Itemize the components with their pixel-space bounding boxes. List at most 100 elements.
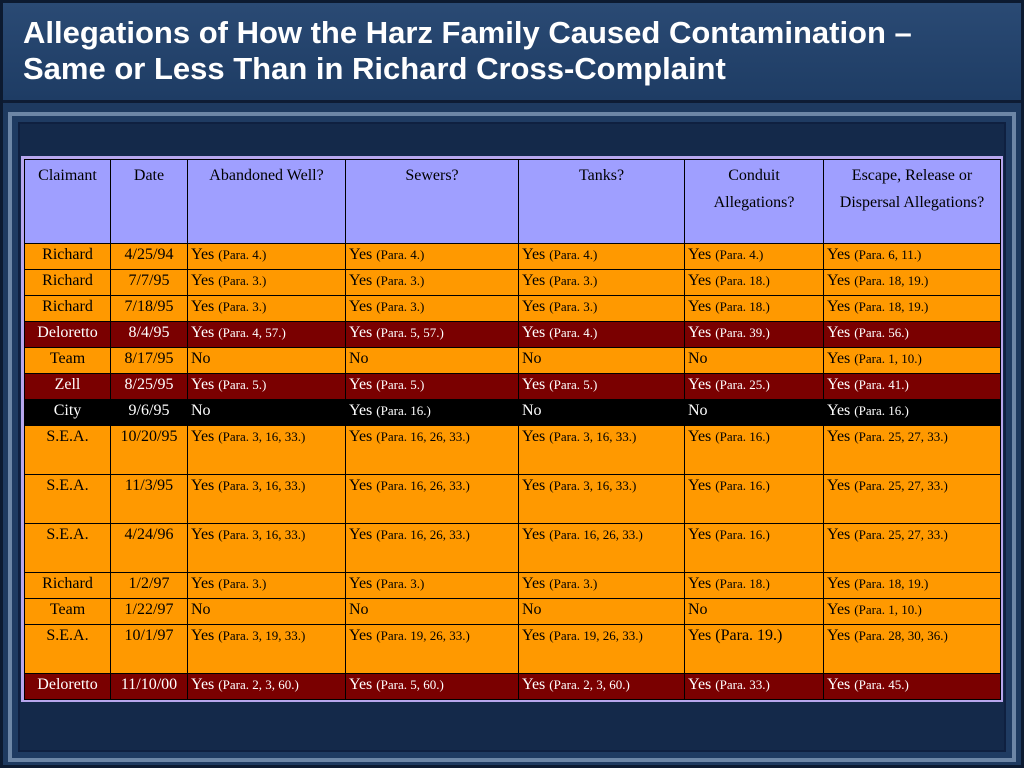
header-sewers: Sewers? bbox=[345, 159, 519, 244]
conduit-cell: Yes (Para. 33.) bbox=[684, 673, 824, 700]
answer: No bbox=[522, 402, 542, 419]
answer: No bbox=[688, 402, 708, 419]
date-cell: 4/24/96 bbox=[110, 523, 188, 573]
para-ref: (Para. 5, 57.) bbox=[376, 325, 444, 340]
table-row: Team 8/17/95 No No No No Yes (Para. 1, 1… bbox=[24, 347, 1001, 374]
date-cell: 7/7/95 bbox=[110, 269, 188, 296]
para-ref: (Para. 18, 19.) bbox=[854, 576, 929, 591]
para-ref: (Para. 4.) bbox=[218, 247, 267, 262]
para-ref: (Para. 25.) bbox=[715, 377, 770, 392]
para-ref: (Para. 1, 10.) bbox=[854, 602, 922, 617]
sewers-cell: No bbox=[345, 347, 519, 374]
conduit-cell: No bbox=[684, 347, 824, 374]
claimant-cell: Richard bbox=[24, 269, 111, 296]
claimant-cell: Richard bbox=[24, 572, 111, 599]
sewers-cell: Yes (Para. 16, 26, 33.) bbox=[345, 474, 519, 524]
para-ref: (Para. 5.) bbox=[549, 377, 598, 392]
tanks-cell: Yes (Para. 4.) bbox=[518, 243, 685, 270]
sewers-cell: Yes (Para. 3.) bbox=[345, 572, 519, 599]
header-date: Date bbox=[110, 159, 188, 244]
para-ref: (Para. 6, 11.) bbox=[854, 247, 922, 262]
para-ref: (Para. 3.) bbox=[549, 299, 598, 314]
abandoned-well-cell: Yes (Para. 5.) bbox=[187, 373, 346, 400]
answer: No bbox=[349, 601, 369, 618]
para-ref: (Para. 19, 26, 33.) bbox=[549, 628, 643, 643]
answer: Yes bbox=[349, 477, 373, 494]
conduit-cell: Yes (Para. 25.) bbox=[684, 373, 824, 400]
date-cell: 9/6/95 bbox=[110, 399, 188, 426]
answer: Yes bbox=[827, 526, 851, 543]
para-ref: (Para. 18.) bbox=[715, 576, 770, 591]
para-ref: (Para. 16.) bbox=[715, 478, 770, 493]
answer: Yes bbox=[349, 575, 373, 592]
tanks-cell: Yes (Para. 3, 16, 33.) bbox=[518, 425, 685, 475]
answer: Yes bbox=[688, 526, 712, 543]
table-row: S.E.A. 10/20/95 Yes (Para. 3, 16, 33.) Y… bbox=[24, 425, 1001, 475]
abandoned-well-cell: No bbox=[187, 598, 346, 625]
sewers-cell: Yes (Para. 5, 57.) bbox=[345, 321, 519, 348]
escape-release-cell: Yes (Para. 18, 19.) bbox=[823, 269, 1001, 296]
para-ref: (Para. 3, 16, 33.) bbox=[549, 478, 637, 493]
para-ref: (Para. 3, 16, 33.) bbox=[549, 429, 637, 444]
escape-release-cell: Yes (Para. 25, 27, 33.) bbox=[823, 474, 1001, 524]
sewers-cell: Yes (Para. 3.) bbox=[345, 295, 519, 322]
answer: Yes bbox=[349, 402, 373, 419]
slide-title: Allegations of How the Harz Family Cause… bbox=[23, 15, 1013, 87]
para-ref: (Para. 16, 26, 33.) bbox=[376, 478, 470, 493]
table-row: S.E.A. 11/3/95 Yes (Para. 3, 16, 33.) Ye… bbox=[24, 474, 1001, 524]
para-ref: (Para. 4.) bbox=[715, 247, 764, 262]
escape-release-cell: Yes (Para. 25, 27, 33.) bbox=[823, 425, 1001, 475]
escape-release-cell: Yes (Para. 25, 27, 33.) bbox=[823, 523, 1001, 573]
date-cell: 7/18/95 bbox=[110, 295, 188, 322]
claimant-cell: City bbox=[24, 399, 111, 426]
para-ref: (Para. 28, 30, 36.) bbox=[854, 628, 948, 643]
tanks-cell: Yes (Para. 2, 3, 60.) bbox=[518, 673, 685, 700]
tanks-cell: Yes (Para. 19, 26, 33.) bbox=[518, 624, 685, 674]
para-ref: (Para. 16, 26, 33.) bbox=[549, 527, 643, 542]
para-ref: (Para. 3.) bbox=[376, 576, 425, 591]
answer: Yes bbox=[522, 298, 546, 315]
table-row: Richard 7/18/95 Yes (Para. 3.) Yes (Para… bbox=[24, 295, 1001, 322]
sewers-cell: No bbox=[345, 598, 519, 625]
para-ref: (Para. 3.) bbox=[549, 273, 598, 288]
answer: Yes bbox=[522, 477, 546, 494]
sewers-cell: Yes (Para. 5, 60.) bbox=[345, 673, 519, 700]
date-cell: 4/25/94 bbox=[110, 243, 188, 270]
sewers-cell: Yes (Para. 5.) bbox=[345, 373, 519, 400]
conduit-cell: No bbox=[684, 399, 824, 426]
para-ref: (Para. 41.) bbox=[854, 377, 909, 392]
answer: Yes bbox=[191, 324, 215, 341]
answer: Yes bbox=[191, 526, 215, 543]
para-ref: (Para. 16.) bbox=[715, 527, 770, 542]
answer: Yes bbox=[191, 246, 215, 263]
claimant-cell: S.E.A. bbox=[24, 425, 111, 475]
para-ref: (Para. 3.) bbox=[218, 273, 267, 288]
para-ref: (Para. 3.) bbox=[218, 576, 267, 591]
answer: Yes bbox=[688, 246, 712, 263]
date-cell: 10/20/95 bbox=[110, 425, 188, 475]
date-cell: 1/22/97 bbox=[110, 598, 188, 625]
allegations-table-frame: Claimant Date Abandoned Well? Sewers? Ta… bbox=[21, 156, 1003, 702]
answer: Yes bbox=[522, 575, 546, 592]
answer: Yes bbox=[349, 428, 373, 445]
title-bar: Allegations of How the Harz Family Cause… bbox=[3, 3, 1021, 103]
para-ref: (Para. 2, 3, 60.) bbox=[549, 677, 630, 692]
conduit-cell: Yes (Para. 19.) bbox=[684, 624, 824, 674]
para-ref: (Para. 33.) bbox=[715, 677, 770, 692]
para-ref: (Para. 18.) bbox=[715, 273, 770, 288]
sewers-cell: Yes (Para. 16.) bbox=[345, 399, 519, 426]
header-tanks: Tanks? bbox=[518, 159, 685, 244]
para-ref: (Para. 4, 57.) bbox=[218, 325, 286, 340]
escape-release-cell: Yes (Para. 28, 30, 36.) bbox=[823, 624, 1001, 674]
answer: Yes bbox=[827, 298, 851, 315]
answer: Yes bbox=[827, 376, 851, 393]
para-ref: (Para. 18, 19.) bbox=[854, 273, 929, 288]
answer: Yes bbox=[349, 526, 373, 543]
sewers-cell: Yes (Para. 16, 26, 33.) bbox=[345, 523, 519, 573]
answer: Yes bbox=[349, 324, 373, 341]
claimant-cell: Zell bbox=[24, 373, 111, 400]
claimant-cell: S.E.A. bbox=[24, 474, 111, 524]
answer: Yes bbox=[827, 324, 851, 341]
table-row: City 9/6/95 No Yes (Para. 16.) No No Yes… bbox=[24, 399, 1001, 426]
claimant-cell: Richard bbox=[24, 243, 111, 270]
